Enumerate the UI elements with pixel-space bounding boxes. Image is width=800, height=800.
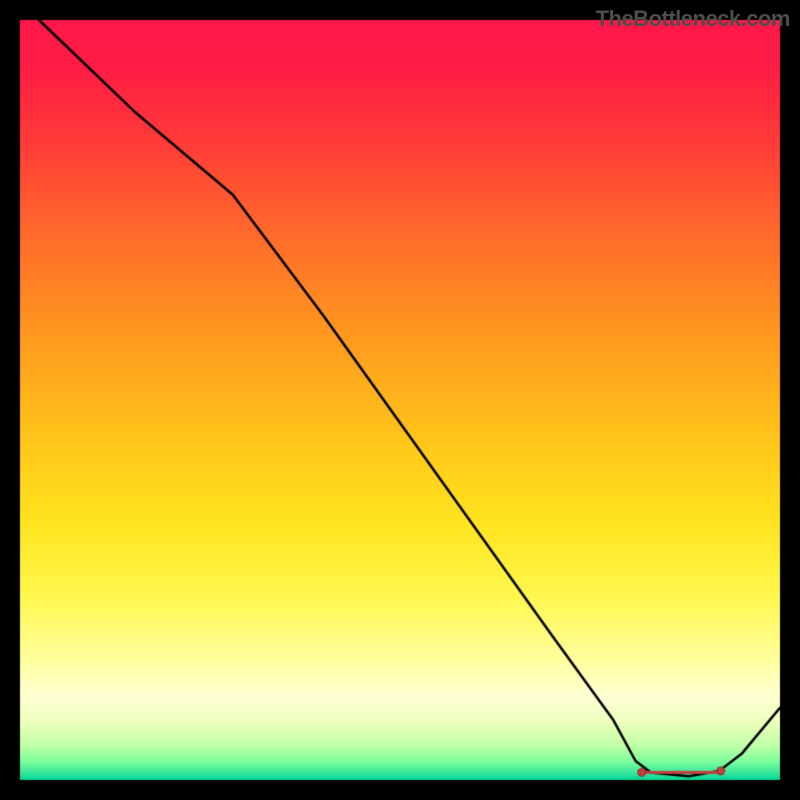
chart-container: TheBottleneck.com <box>0 0 800 800</box>
watermark-text: TheBottleneck.com <box>596 6 790 32</box>
bottleneck-chart-canvas <box>0 0 800 800</box>
